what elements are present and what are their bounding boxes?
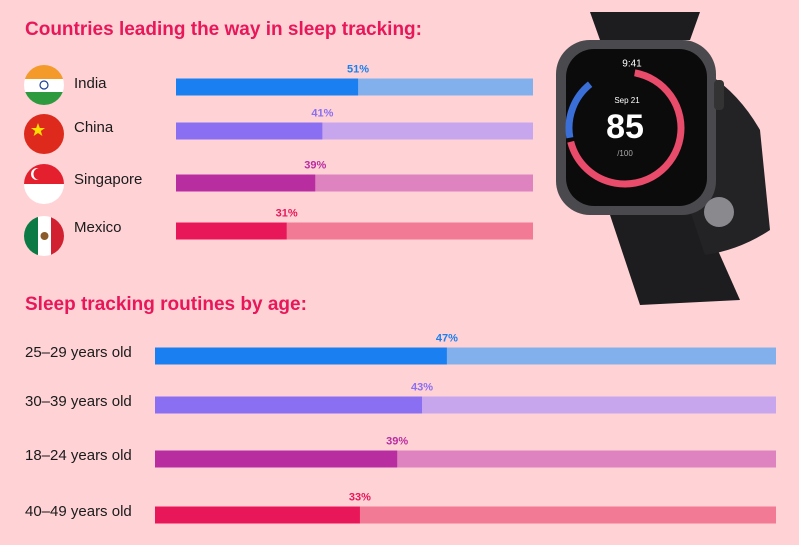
value-label: 39%	[386, 435, 408, 447]
flag-singapore	[24, 164, 64, 204]
value-label: 43%	[411, 381, 433, 393]
value-label: 47%	[436, 332, 458, 344]
bar	[155, 347, 447, 365]
svg-text:9:41: 9:41	[622, 59, 642, 70]
svg-text:85: 85	[606, 108, 644, 146]
category-label: India	[74, 75, 107, 92]
value-label: 39%	[304, 159, 326, 171]
value-label: 31%	[276, 207, 298, 219]
bar	[176, 122, 323, 140]
bar	[155, 450, 398, 468]
bar	[176, 222, 287, 240]
bar	[176, 78, 359, 96]
category-label: Singapore	[74, 171, 142, 188]
category-label: 30–39 years old	[25, 393, 132, 410]
svg-text:Sep 21: Sep 21	[614, 96, 640, 105]
smartwatch-image: 9:41 Sep 21 85 /100	[556, 12, 770, 305]
chart-title: Countries leading the way in sleep track…	[25, 19, 422, 40]
category-label: 18–24 years old	[25, 447, 132, 464]
value-label: 33%	[349, 491, 371, 503]
value-label: 41%	[311, 107, 333, 119]
flag-india	[24, 65, 64, 105]
bar	[176, 174, 316, 192]
bar	[155, 506, 360, 524]
category-label: China	[74, 119, 114, 136]
chart-title: Sleep tracking routines by age:	[25, 294, 307, 315]
flag-mexico	[24, 216, 64, 256]
svg-text:/100: /100	[617, 149, 633, 158]
category-label: 25–29 years old	[25, 344, 132, 361]
bar	[155, 396, 423, 414]
value-label: 51%	[347, 63, 369, 75]
category-label: Mexico	[74, 219, 122, 236]
flag-china	[24, 114, 64, 154]
category-label: 40–49 years old	[25, 503, 132, 520]
